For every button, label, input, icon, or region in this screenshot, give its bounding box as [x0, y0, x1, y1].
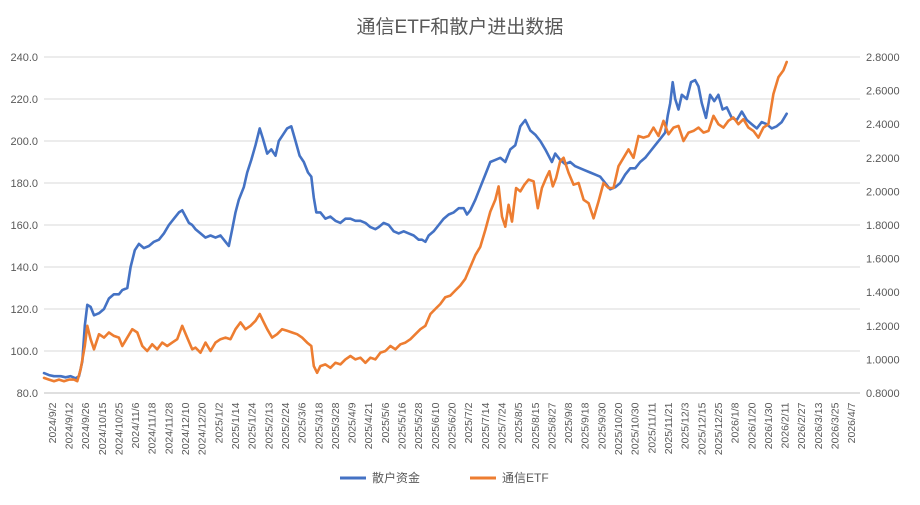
x-tick-label: 2025/12/3 [680, 402, 692, 449]
y-left-tick-label: 80.0 [17, 388, 38, 400]
y-right-tick-label: 1.6000 [866, 254, 900, 266]
y-axis-right: 0.8000 1.0000 1.2000 1.4000 1.6000 1.8000 2.00… [866, 52, 900, 400]
x-tick-label: 2024/11/28 [163, 402, 175, 454]
y-right-tick-label: 1.2000 [866, 321, 900, 333]
y-left-tick-label: 180.0 [10, 178, 38, 190]
y-left-tick-label: 160.0 [10, 220, 38, 232]
x-tick-label: 2026/2/11 [780, 402, 792, 448]
x-tick-label: 2025/1/24 [247, 402, 259, 449]
x-tick-label: 2025/5/28 [413, 402, 425, 449]
chart-title: 通信ETF和散户进出数据 [357, 16, 564, 38]
y-left-tick-label: 200.0 [10, 136, 38, 148]
x-tick-label: 2025/2/24 [280, 402, 292, 449]
x-tick-label: 2026/3/25 [830, 402, 842, 449]
y-left-tick-label: 140.0 [10, 262, 38, 274]
legend-label: 通信ETF [502, 471, 549, 485]
y-right-tick-label: 2.6000 [866, 86, 900, 98]
x-tick-label: 2024/9/2 [47, 402, 59, 443]
y-right-tick-label: 2.0000 [866, 186, 900, 198]
y-right-tick-label: 2.8000 [866, 52, 900, 64]
x-tick-label: 2024/10/25 [113, 402, 125, 455]
x-tick-label: 2025/2/13 [263, 402, 275, 449]
x-tick-label: 2024/12/20 [197, 402, 209, 455]
x-tick-label: 2025/8/15 [530, 402, 542, 449]
x-tick-label: 2026/3/13 [813, 402, 825, 449]
x-tick-label: 2026/1/8 [730, 402, 742, 443]
x-tick-label: 2025/4/9 [347, 402, 359, 443]
x-tick-label: 2025/3/18 [313, 402, 325, 449]
x-tick-label: 2025/3/6 [297, 402, 309, 443]
series-line-retail-funds [42, 78, 788, 380]
y-left-tick-label: 240.0 [10, 52, 38, 64]
y-right-tick-label: 0.8000 [866, 388, 900, 400]
x-tick-label: 2025/6/10 [430, 402, 442, 449]
x-tick-label: 2025/7/24 [496, 402, 508, 449]
y-right-tick-label: 1.0000 [866, 354, 900, 366]
x-tick-label: 2026/2/27 [796, 402, 808, 449]
series-line-etf [42, 60, 788, 383]
y-right-tick-label: 2.2000 [866, 153, 900, 165]
x-tick-label: 2025/1/2 [213, 402, 225, 443]
x-tick-label: 2026/1/30 [763, 402, 775, 449]
x-tick-label: 2024/12/10 [180, 402, 192, 455]
y-left-tick-label: 220.0 [10, 94, 38, 106]
x-tick-label: 2025/10/20 [613, 402, 625, 455]
x-tick-label: 2025/7/14 [480, 402, 492, 449]
x-tick-label: 2025/4/21 [363, 402, 375, 449]
x-tick-label: 2025/9/30 [596, 402, 608, 449]
x-tick-label: 2025/11/21 [663, 402, 675, 454]
x-axis: 2024/9/2 2024/9/12 2024/9/26 2024/10/15 2024… [44, 392, 860, 455]
x-tick-label: 2026/1/20 [746, 402, 758, 449]
x-tick-label: 2025/8/5 [513, 402, 525, 443]
x-tick-label: 2025/12/25 [713, 402, 725, 455]
x-tick-label: 2024/11/18 [147, 402, 159, 454]
y-left-tick-label: 120.0 [10, 304, 38, 316]
x-tick-label: 2024/11/6 [130, 402, 142, 448]
x-tick-label: 2025/11/11 [646, 402, 658, 453]
x-tick-label: 2024/9/26 [80, 402, 92, 449]
x-tick-label: 2026/4/7 [846, 402, 858, 443]
series-lines [42, 60, 788, 383]
x-tick-label: 2025/10/30 [630, 402, 642, 455]
x-tick-label: 2025/5/16 [397, 402, 409, 449]
legend-label: 散户资金 [372, 470, 420, 485]
legend: 散户资金 通信ETF [340, 470, 549, 485]
y-right-tick-label: 1.8000 [866, 220, 900, 232]
x-tick-label: 2025/9/8 [563, 402, 575, 443]
x-tick-label: 2025/6/20 [447, 402, 459, 449]
x-tick-label: 2025/7/2 [463, 402, 475, 443]
y-right-tick-label: 2.4000 [866, 119, 900, 131]
y-left-tick-label: 100.0 [10, 346, 38, 358]
x-tick-label: 2025/12/15 [696, 402, 708, 455]
x-tick-label: 2025/5/6 [380, 402, 392, 443]
y-right-tick-label: 1.4000 [866, 287, 900, 299]
x-tick-label: 2025/3/28 [330, 402, 342, 449]
x-tick-label: 2024/10/15 [97, 402, 109, 455]
x-tick-label: 2025/1/14 [230, 402, 242, 449]
y-axis-left: 80.0 100.0 120.0 140.0 160.0 180.0 200.0 220.0 2… [10, 52, 38, 400]
x-tick-label: 2025/8/27 [546, 402, 558, 449]
x-tick-label: 2024/9/12 [63, 402, 75, 449]
x-tick-label: 2025/9/18 [580, 402, 592, 449]
